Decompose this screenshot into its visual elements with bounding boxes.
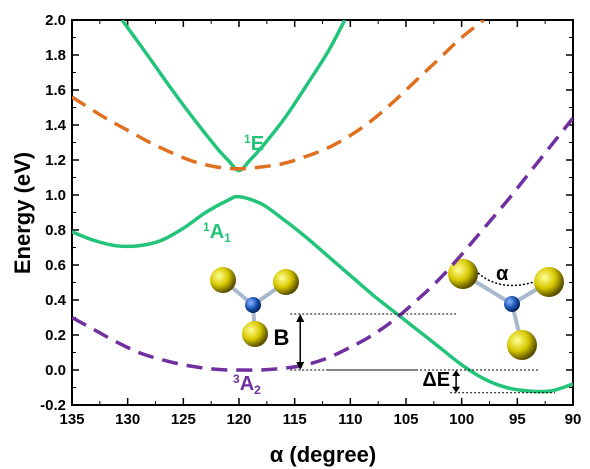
x-tick-label: 95 [509,411,526,428]
label-1E: 1E [244,132,264,155]
x-axis-label: α (degree) [270,442,376,467]
outer-atom [210,267,236,293]
b-arrow-head-up [296,314,305,322]
label-3A2: 3A2 [233,372,261,397]
y-tick-label: 0.0 [45,362,66,379]
x-tick-label: 90 [565,411,582,428]
molecule-illustrations [210,259,564,360]
x-tick-label: 115 [283,411,307,428]
alpha-arc [477,272,535,287]
annotations: 1E 1A1 3A2 B ΔE α [203,132,555,397]
y-tick-label: 1.8 [45,47,66,64]
b-arrow-head-down [296,362,305,370]
outer-atom [534,267,564,297]
molecule-pyramidal [448,259,564,360]
outer-atom [507,330,537,360]
y-axis-label: Energy (eV) [10,152,35,274]
x-tick-label: 100 [449,411,474,428]
molecule-planar [210,267,299,347]
x-tick-labels: 135 130 125 120 115 110 105 100 95 90 [59,411,581,428]
y-tick-label: 1.2 [45,152,66,169]
outer-atom [242,321,268,347]
y-tick-labels: -0.2 0.0 0.2 0.4 0.6 0.8 1.0 1.2 1.4 1.6 1.8 2.0 [40,12,67,414]
series-3A2-line [72,116,573,372]
outer-atom [448,259,478,289]
y-tick-label: 1.0 [45,187,66,204]
y-tick-label: 1.6 [45,82,66,99]
plot-border [71,19,574,406]
y-tick-label: 1.4 [45,117,67,134]
label-delta-E: ΔE [422,369,450,391]
label-alpha: α [496,263,509,285]
series-1A1-line [72,194,573,394]
series-orange-dashed-line [72,20,485,171]
center-atom [504,296,520,312]
center-atom [245,297,261,313]
x-tick-label: 105 [393,411,418,428]
label-B: B [274,325,290,350]
x-tick-label: 130 [115,411,140,428]
y-tick-label: 0.6 [45,257,66,274]
y-tick-label: 2.0 [45,12,66,29]
x-tick-label: 135 [59,411,84,428]
series-1E-line [120,20,347,173]
series-lines [72,20,573,394]
y-tick-label: -0.2 [40,397,66,414]
y-tick-label: 0.8 [45,222,66,239]
de-arrow-head-up [452,370,461,376]
x-tick-label: 125 [171,411,196,428]
label-1A1: 1A1 [203,220,231,245]
plot-frame [71,19,574,406]
x-tick-label: 110 [338,411,362,428]
outer-atom [273,269,299,295]
y-tick-label: 0.2 [45,327,66,344]
de-arrow-head-down [452,386,461,393]
y-tick-label: 0.4 [45,292,67,309]
x-tick-label: 120 [226,411,251,428]
